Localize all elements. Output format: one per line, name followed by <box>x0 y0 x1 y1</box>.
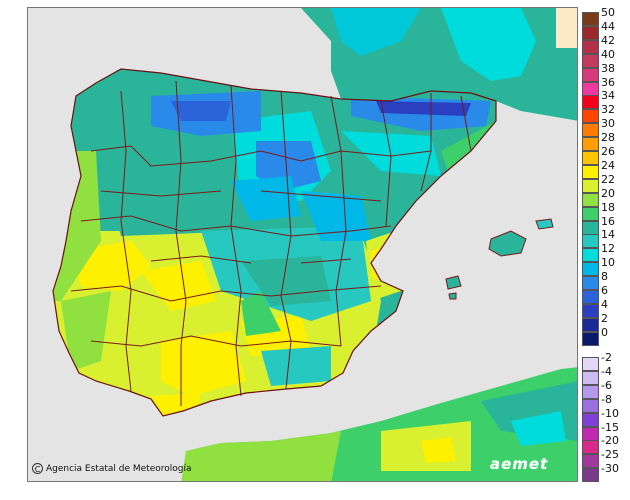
menorca-island <box>535 218 554 230</box>
legend-swatch <box>582 53 599 68</box>
legend-label: -10 <box>601 406 619 420</box>
legend-swatch <box>582 357 599 371</box>
legend-label: 40 <box>601 47 615 61</box>
legend-swatch <box>582 234 599 249</box>
africa-zone-1 <box>181 431 341 481</box>
teruel-highlands <box>301 191 371 241</box>
france-west-zone <box>331 8 421 56</box>
legend-label: -2 <box>601 351 612 364</box>
legend-label: 50 <box>601 6 615 19</box>
legend-label: 18 <box>601 200 615 214</box>
legend-label: 34 <box>601 89 615 103</box>
legend-swatch <box>582 25 599 40</box>
alps-cool-zone <box>441 8 536 81</box>
africa-zone-3 <box>421 437 456 463</box>
legend-label: 2 <box>601 311 608 325</box>
mallorca-island <box>488 230 527 257</box>
legend-label: 30 <box>601 117 615 131</box>
legend-label: -15 <box>601 420 619 434</box>
legend-swatch <box>582 67 599 82</box>
legend-label: -4 <box>601 364 612 378</box>
copyright-icon: C <box>32 463 43 474</box>
legend-label: -25 <box>601 448 619 462</box>
legend-label: 12 <box>601 242 615 256</box>
legend-swatch <box>582 192 599 207</box>
legend-label: 24 <box>601 158 615 172</box>
legend-label: 44 <box>601 19 615 33</box>
cantabrian-peaks <box>171 101 231 121</box>
color-legend: 50 44 42 40 38 36 34 32 30 28 26 24 22 20 18 16 14 12 10 8 6… <box>582 6 630 490</box>
la-mancha <box>241 256 331 306</box>
temperature-map <box>27 7 578 482</box>
sierra-morena <box>241 291 281 336</box>
africa-zone-5 <box>511 411 566 446</box>
legend-swatch <box>582 290 599 304</box>
legend-swatch <box>582 262 599 277</box>
legend-label: 22 <box>601 172 615 186</box>
zone-hot-2 <box>141 261 216 311</box>
legend-swatch <box>582 426 599 441</box>
legend-swatch <box>582 398 599 413</box>
legend-swatch <box>582 164 599 179</box>
legend-swatch <box>582 109 599 124</box>
zone-hot-3 <box>161 331 246 396</box>
aemet-logo: aemet <box>490 455 549 473</box>
legend-swatch <box>582 370 599 385</box>
legend-label: 16 <box>601 214 615 228</box>
legend-label: 6 <box>601 284 608 297</box>
legend-swatch <box>582 81 599 96</box>
legend-swatch <box>582 39 599 54</box>
legend-swatch <box>582 331 599 346</box>
legend-swatch <box>582 454 599 469</box>
legend-label: 26 <box>601 145 615 158</box>
africa-zones <box>181 381 577 481</box>
legend-label: 8 <box>601 270 608 284</box>
legend-swatch <box>582 440 599 455</box>
legend-swatch <box>582 95 599 110</box>
legend-label: 42 <box>601 33 615 47</box>
legend-swatch <box>582 384 599 399</box>
legend-swatch <box>582 206 599 221</box>
legend-label: 4 <box>601 297 608 311</box>
legend-swatch <box>582 248 599 263</box>
north-meseta <box>101 161 251 236</box>
legend-label: -6 <box>601 378 612 392</box>
legend-label: 28 <box>601 131 615 145</box>
central-system <box>231 176 301 221</box>
legend-swatch <box>582 412 599 427</box>
legend-swatch <box>582 468 599 483</box>
province-borders <box>52 68 497 417</box>
no-data-corner <box>556 8 577 48</box>
legend-swatch <box>582 123 599 138</box>
legend-label: 10 <box>601 256 615 270</box>
legend-swatch <box>582 220 599 235</box>
legend-label: -30 <box>601 462 619 476</box>
betic-mountains <box>261 346 331 386</box>
legend-label: 38 <box>601 61 615 75</box>
legend-label: 36 <box>601 75 615 89</box>
legend-label: 0 <box>601 325 608 339</box>
legend-swatch <box>582 276 599 291</box>
legend-label: -8 <box>601 392 612 406</box>
legend-swatch <box>582 137 599 152</box>
legend-swatch <box>582 317 599 332</box>
formentera-island <box>448 292 457 300</box>
temperature-zones <box>53 91 496 416</box>
legend-swatch <box>582 12 599 26</box>
attribution-text: Agencia Estatal de Meteorología <box>46 463 192 474</box>
legend-swatch <box>582 303 599 318</box>
west-strip-2 <box>61 291 111 371</box>
pyrenees-peaks <box>376 101 471 116</box>
legend-label: 14 <box>601 228 615 242</box>
attribution: C Agencia Estatal de Meteorología <box>32 463 192 474</box>
legend-swatch <box>582 178 599 193</box>
ibiza-island <box>445 275 462 290</box>
legend-label: -20 <box>601 434 619 448</box>
legend-label: 20 <box>601 186 615 200</box>
legend-label: 32 <box>601 103 615 117</box>
legend-swatch <box>582 151 599 165</box>
